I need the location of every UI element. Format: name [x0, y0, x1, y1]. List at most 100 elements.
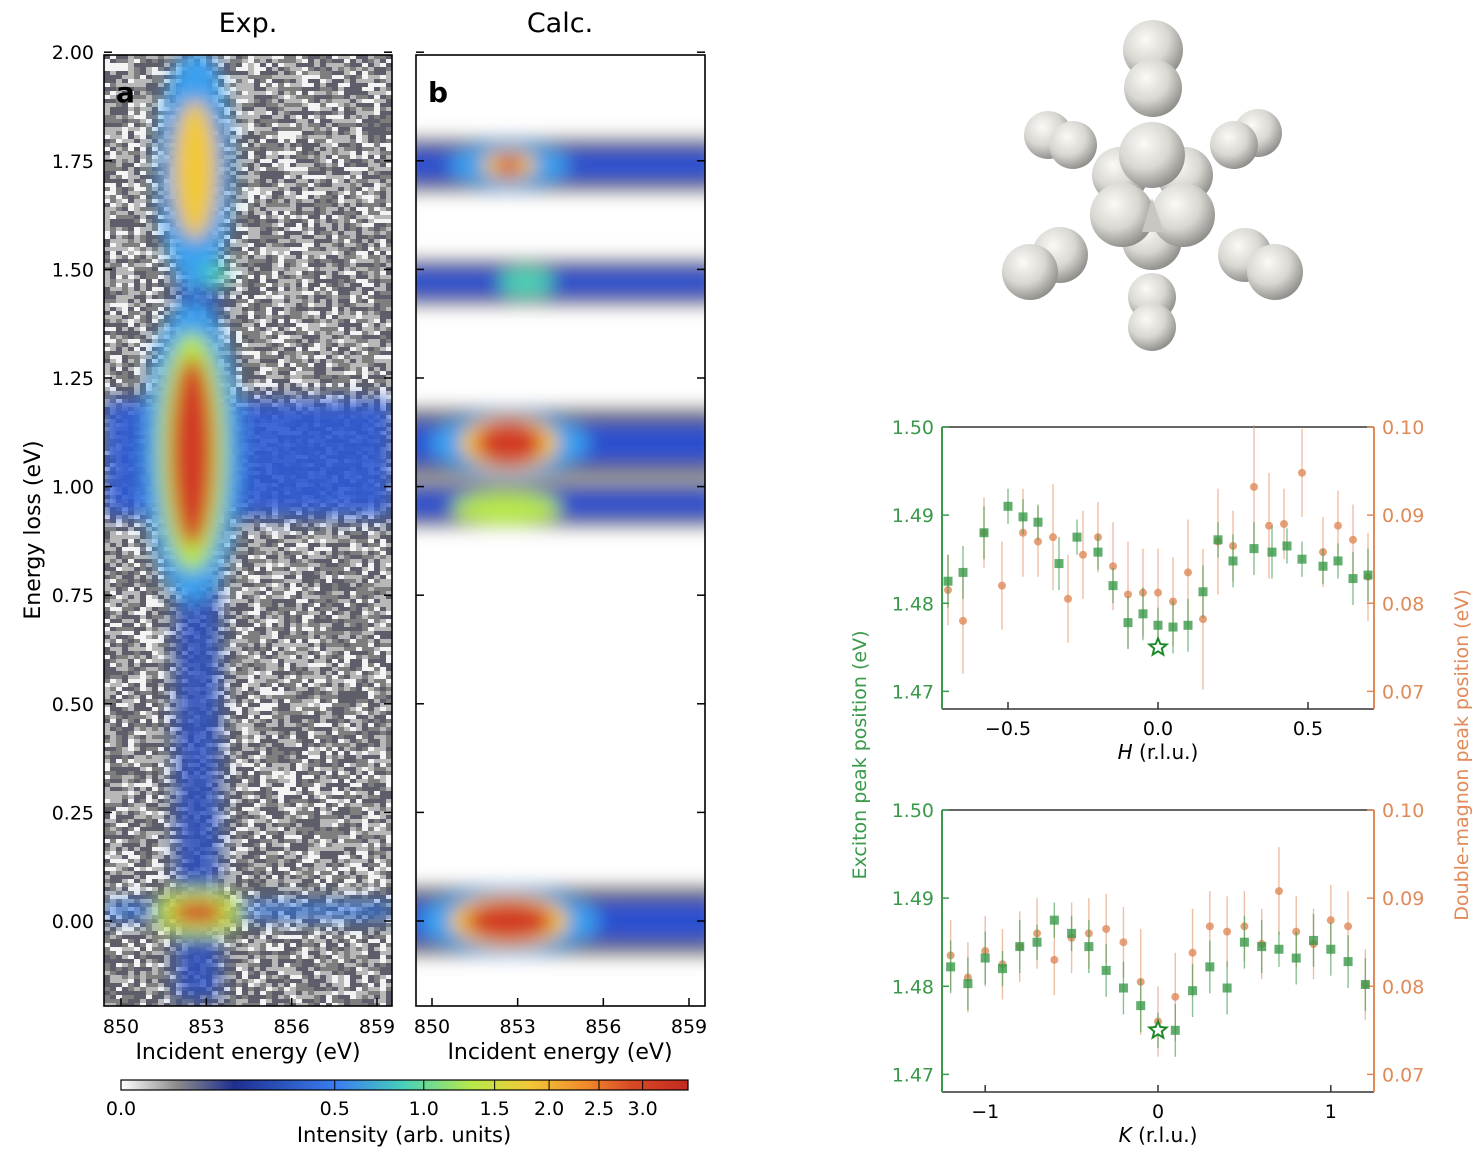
- xtick-label-b: 850: [414, 1016, 450, 1038]
- colorbar-tick-label: 0.5: [320, 1098, 350, 1120]
- panel-a-heatmap: [104, 55, 392, 1006]
- exciton-point: [1360, 979, 1370, 989]
- exciton-point: [1348, 574, 1358, 584]
- exciton-point: [1222, 983, 1232, 993]
- right-tick-label: 0.09: [1382, 888, 1424, 910]
- ytick-label-a: 0.50: [52, 694, 94, 716]
- magnon-point: [1334, 521, 1342, 530]
- panel-b-letter: b: [428, 76, 448, 109]
- exciton-point: [1118, 983, 1128, 993]
- exciton-point: [1168, 622, 1178, 632]
- magnon-point: [1298, 468, 1306, 477]
- ytick-label-a: 1.50: [52, 259, 94, 281]
- magnon-point: [1049, 533, 1057, 542]
- left-tick-label: 1.50: [892, 417, 934, 439]
- exciton-point: [1033, 517, 1043, 527]
- panel-a-title: Exp.: [219, 8, 278, 39]
- sphere: [1128, 303, 1176, 351]
- peak-1p1-core: [170, 356, 215, 547]
- xtick-label-b: 859: [671, 1016, 707, 1038]
- magnon-point: [1109, 562, 1117, 571]
- x-tick-label: −1: [971, 1101, 999, 1123]
- exciton-point: [1326, 944, 1336, 954]
- panel-a-xlabel: Incident energy (eV): [135, 1040, 360, 1065]
- magnon-point: [1265, 521, 1273, 530]
- exciton-point: [1108, 581, 1118, 591]
- dispersion-k-panel: 1.50 1.49 1.48 1.47 0.10 0.09 0.08 0.07 −1 0 1 K (r…: [892, 800, 1425, 1147]
- exciton-point: [1138, 609, 1148, 619]
- right-tick-label: 0.10: [1382, 417, 1424, 439]
- octahedral-sphere-cluster-icon: [1002, 20, 1303, 351]
- exciton-point: [1136, 1001, 1146, 1011]
- exciton-point: [1343, 957, 1353, 967]
- exciton-axis-label: Exciton peak position (eV): [849, 630, 871, 879]
- ytick-label-a: 1.00: [52, 477, 94, 499]
- exciton-point: [1318, 561, 1328, 571]
- left-tick-label: 1.48: [892, 593, 934, 615]
- x-tick-label: 0: [1152, 1101, 1164, 1123]
- exciton-point: [1054, 559, 1064, 569]
- magnon-point: [1188, 948, 1197, 957]
- heatmap-b-features: [416, 139, 705, 955]
- sphere: [1090, 183, 1154, 247]
- magnon-point: [1223, 927, 1232, 936]
- left-tick-label: 1.49: [892, 888, 934, 910]
- exciton-point: [1188, 986, 1198, 996]
- panel-a-letter: a: [116, 76, 135, 109]
- panel-b-xlabel: Incident energy (eV): [447, 1040, 672, 1065]
- exciton-point: [1067, 928, 1077, 938]
- magnon-point: [1250, 482, 1258, 491]
- right-tick-label: 0.08: [1382, 593, 1424, 615]
- exciton-point: [1239, 937, 1249, 947]
- exciton-point: [997, 964, 1007, 974]
- dispersion-h-panel: 1.50 1.49 1.48 1.47 0.10 0.09 0.08 0.07 −0.5 0.0 0…: [892, 417, 1425, 764]
- exciton-point: [1084, 942, 1094, 952]
- exciton-point: [1123, 618, 1133, 628]
- exciton-point: [1183, 620, 1193, 630]
- colorbar: [120, 1079, 689, 1091]
- peak-0p95: [451, 492, 562, 525]
- right-tick-label: 0.09: [1382, 505, 1424, 527]
- exciton-point: [1297, 554, 1307, 564]
- ytick-label-a: 1.75: [52, 151, 94, 173]
- magnon-point: [1199, 615, 1207, 624]
- heatmap-a-noise: [104, 55, 392, 1006]
- xtick-label-a: 859: [359, 1016, 395, 1038]
- exciton-point: [1170, 1025, 1180, 1035]
- ytick-label-a: 0.25: [52, 802, 94, 824]
- panel-b-frame: [415, 54, 706, 1007]
- sphere: [1124, 59, 1182, 117]
- band-1p5-body: [416, 269, 705, 296]
- exciton-point: [1274, 944, 1284, 954]
- magnon-point: [1274, 887, 1283, 896]
- exciton-point: [963, 979, 973, 989]
- left-tick-label: 1.50: [892, 800, 934, 822]
- ytick-label-a: 2.00: [52, 42, 94, 64]
- x-tick-label: 1: [1325, 1101, 1337, 1123]
- magnon-point: [998, 581, 1006, 590]
- exciton-point: [1213, 535, 1223, 545]
- sphere: [1210, 121, 1258, 169]
- magnon-point: [1205, 922, 1214, 931]
- panel-b-title: Calc.: [527, 8, 593, 39]
- magnon-point: [1171, 992, 1180, 1001]
- magnon-point: [1184, 568, 1192, 577]
- panel-a-ylabel: Energy loss (eV): [21, 440, 46, 619]
- ytick-label-a: 0.75: [52, 585, 94, 607]
- colorbar-tick-label: 0.0: [106, 1098, 136, 1120]
- colorbar-tick-label: 3.0: [628, 1098, 658, 1120]
- panel-b-axes: 850 853 856 859: [414, 51, 707, 1038]
- heatmap-a-features: [104, 55, 392, 1000]
- right-tick-label: 0.07: [1382, 681, 1424, 703]
- magnon-point: [1119, 938, 1128, 947]
- colorbar-label: Intensity (arb. units): [297, 1123, 511, 1147]
- exciton-point: [1205, 962, 1215, 972]
- magnon-point: [1326, 916, 1335, 925]
- magnon-point: [1349, 535, 1357, 544]
- sphere: [1002, 244, 1058, 300]
- exciton-point: [1003, 501, 1013, 511]
- magnon-point: [1079, 550, 1087, 559]
- magnon-point: [1280, 519, 1288, 528]
- panel-b-heatmap: [416, 55, 705, 1006]
- magnon-point: [1102, 924, 1111, 933]
